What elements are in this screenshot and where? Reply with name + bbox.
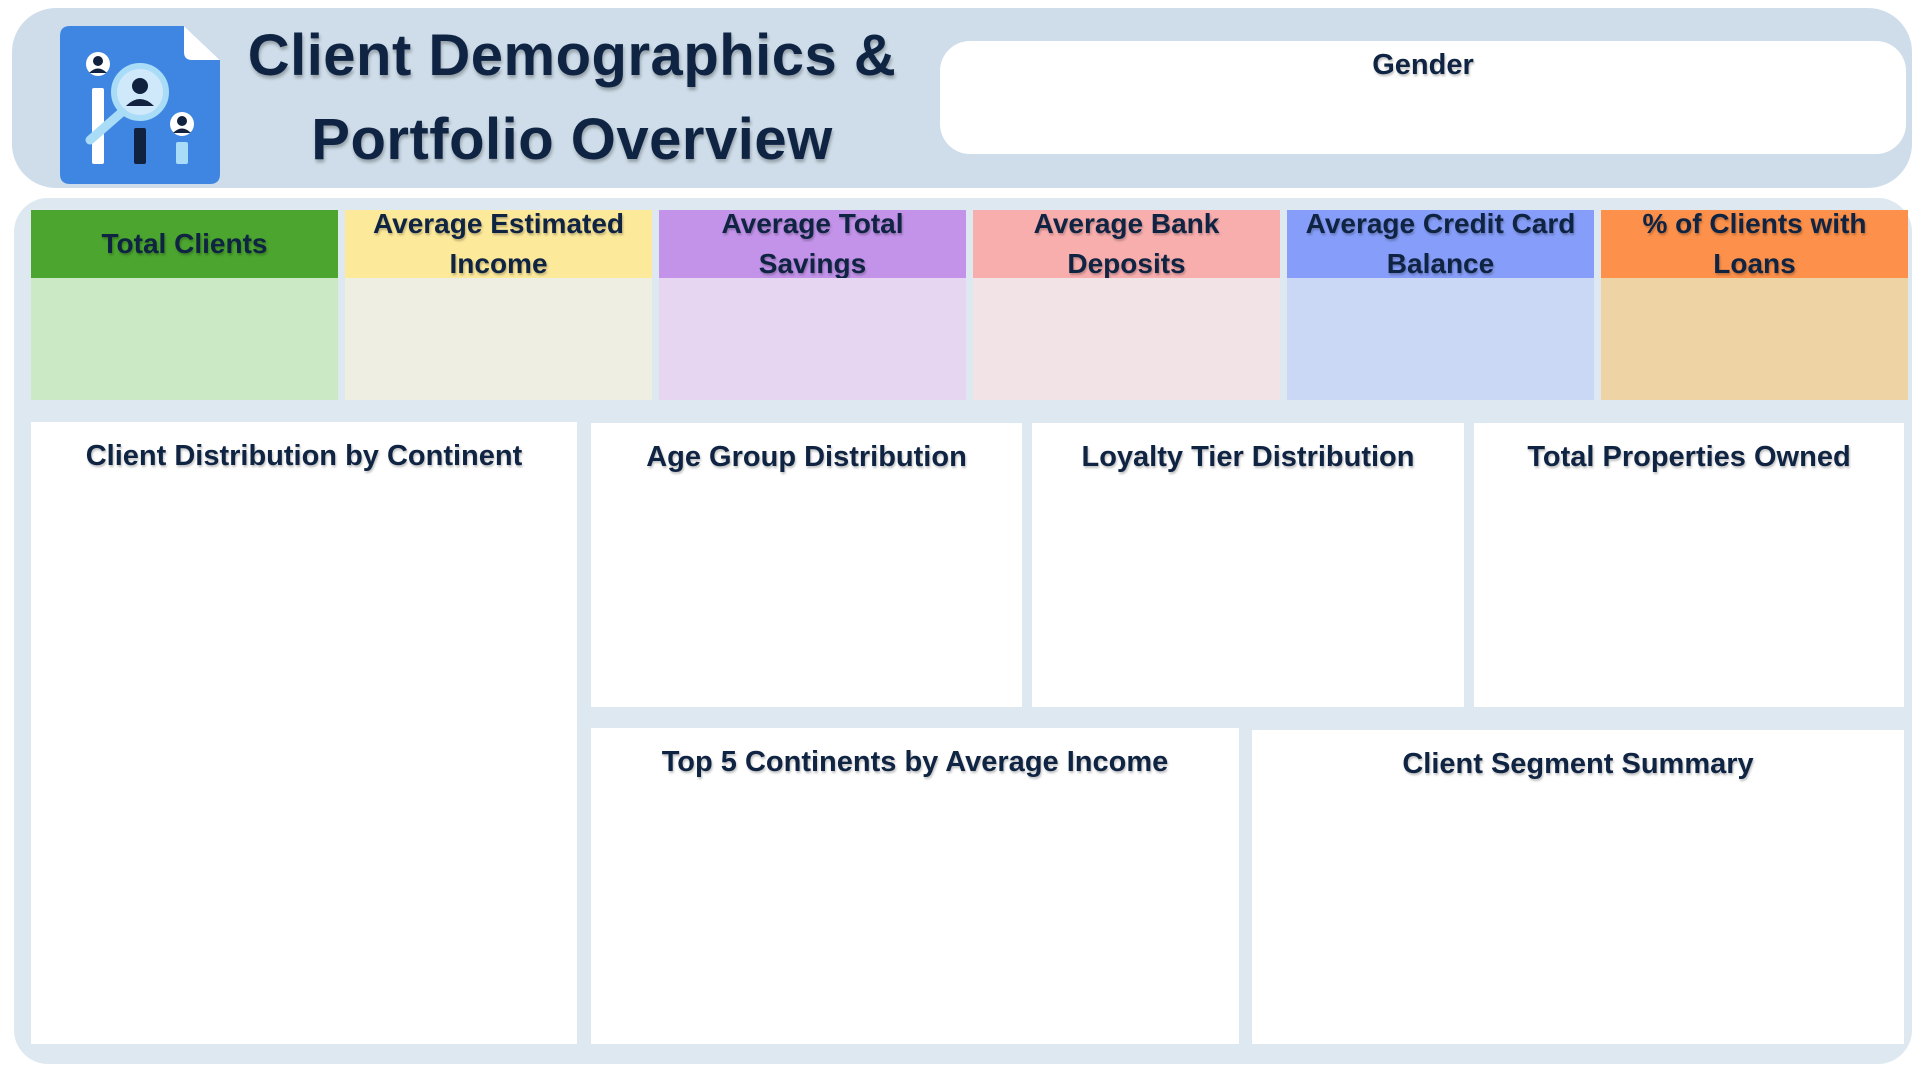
- kpi-value-area: [1287, 278, 1594, 400]
- kpi-value-area: [973, 278, 1280, 400]
- kpi-header: Average Total Savings: [659, 208, 966, 279]
- client-analytics-icon: [60, 26, 220, 184]
- kpi-value-area: [345, 278, 652, 400]
- dashboard-header: Client Demographics & Portfolio Overview…: [12, 8, 1912, 188]
- kpi-card-average-bank-deposits: Average Bank Deposits: [973, 208, 1280, 400]
- page-title-line-2: Portfolio Overview: [311, 107, 833, 172]
- panel-title: Top 5 Continents by Average Income: [661, 746, 1169, 778]
- kpi-value-area: [31, 278, 338, 400]
- continent-distribution-panel: Client Distribution by Continent: [31, 422, 577, 1044]
- panel-title: Age Group Distribution: [646, 441, 967, 473]
- kpi-header: Average Credit Card Balance: [1287, 208, 1594, 279]
- gender-panel: Gender: [940, 41, 1906, 154]
- loyalty-tier-panel: Loyalty Tier Distribution: [1032, 423, 1464, 707]
- kpi-card-average-estimated-income: Average Estimated Income: [345, 208, 652, 400]
- kpi-value-area: [659, 278, 966, 400]
- kpi-header: Total Clients: [31, 210, 338, 278]
- kpi-card-total-clients: Total Clients: [31, 210, 338, 400]
- kpi-value-area: [1601, 278, 1908, 400]
- kpi-header: Average Estimated Income: [345, 208, 652, 279]
- kpi-card-clients-with-loans: % of Clients with Loans: [1601, 208, 1908, 400]
- kpi-card-average-credit-card-balance: Average Credit Card Balance: [1287, 208, 1594, 400]
- top-continents-income-panel: Top 5 Continents by Average Income: [591, 728, 1239, 1044]
- panel-title: Loyalty Tier Distribution: [1081, 441, 1415, 473]
- gender-panel-title: Gender: [1372, 49, 1474, 81]
- properties-owned-panel: Total Properties Owned: [1474, 423, 1904, 707]
- page-title-line-1: Client Demographics &: [247, 23, 897, 88]
- panel-title: Client Distribution by Continent: [85, 440, 523, 472]
- kpi-card-average-total-savings: Average Total Savings: [659, 208, 966, 400]
- page-title: Client Demographics & Portfolio Overview: [212, 14, 932, 182]
- panel-title: Total Properties Owned: [1527, 441, 1851, 473]
- panel-title: Client Segment Summary: [1402, 748, 1754, 780]
- client-segment-summary-panel: Client Segment Summary: [1252, 730, 1904, 1044]
- kpi-header: % of Clients with Loans: [1601, 208, 1908, 279]
- age-group-panel: Age Group Distribution: [591, 423, 1022, 707]
- kpi-header: Average Bank Deposits: [973, 208, 1280, 279]
